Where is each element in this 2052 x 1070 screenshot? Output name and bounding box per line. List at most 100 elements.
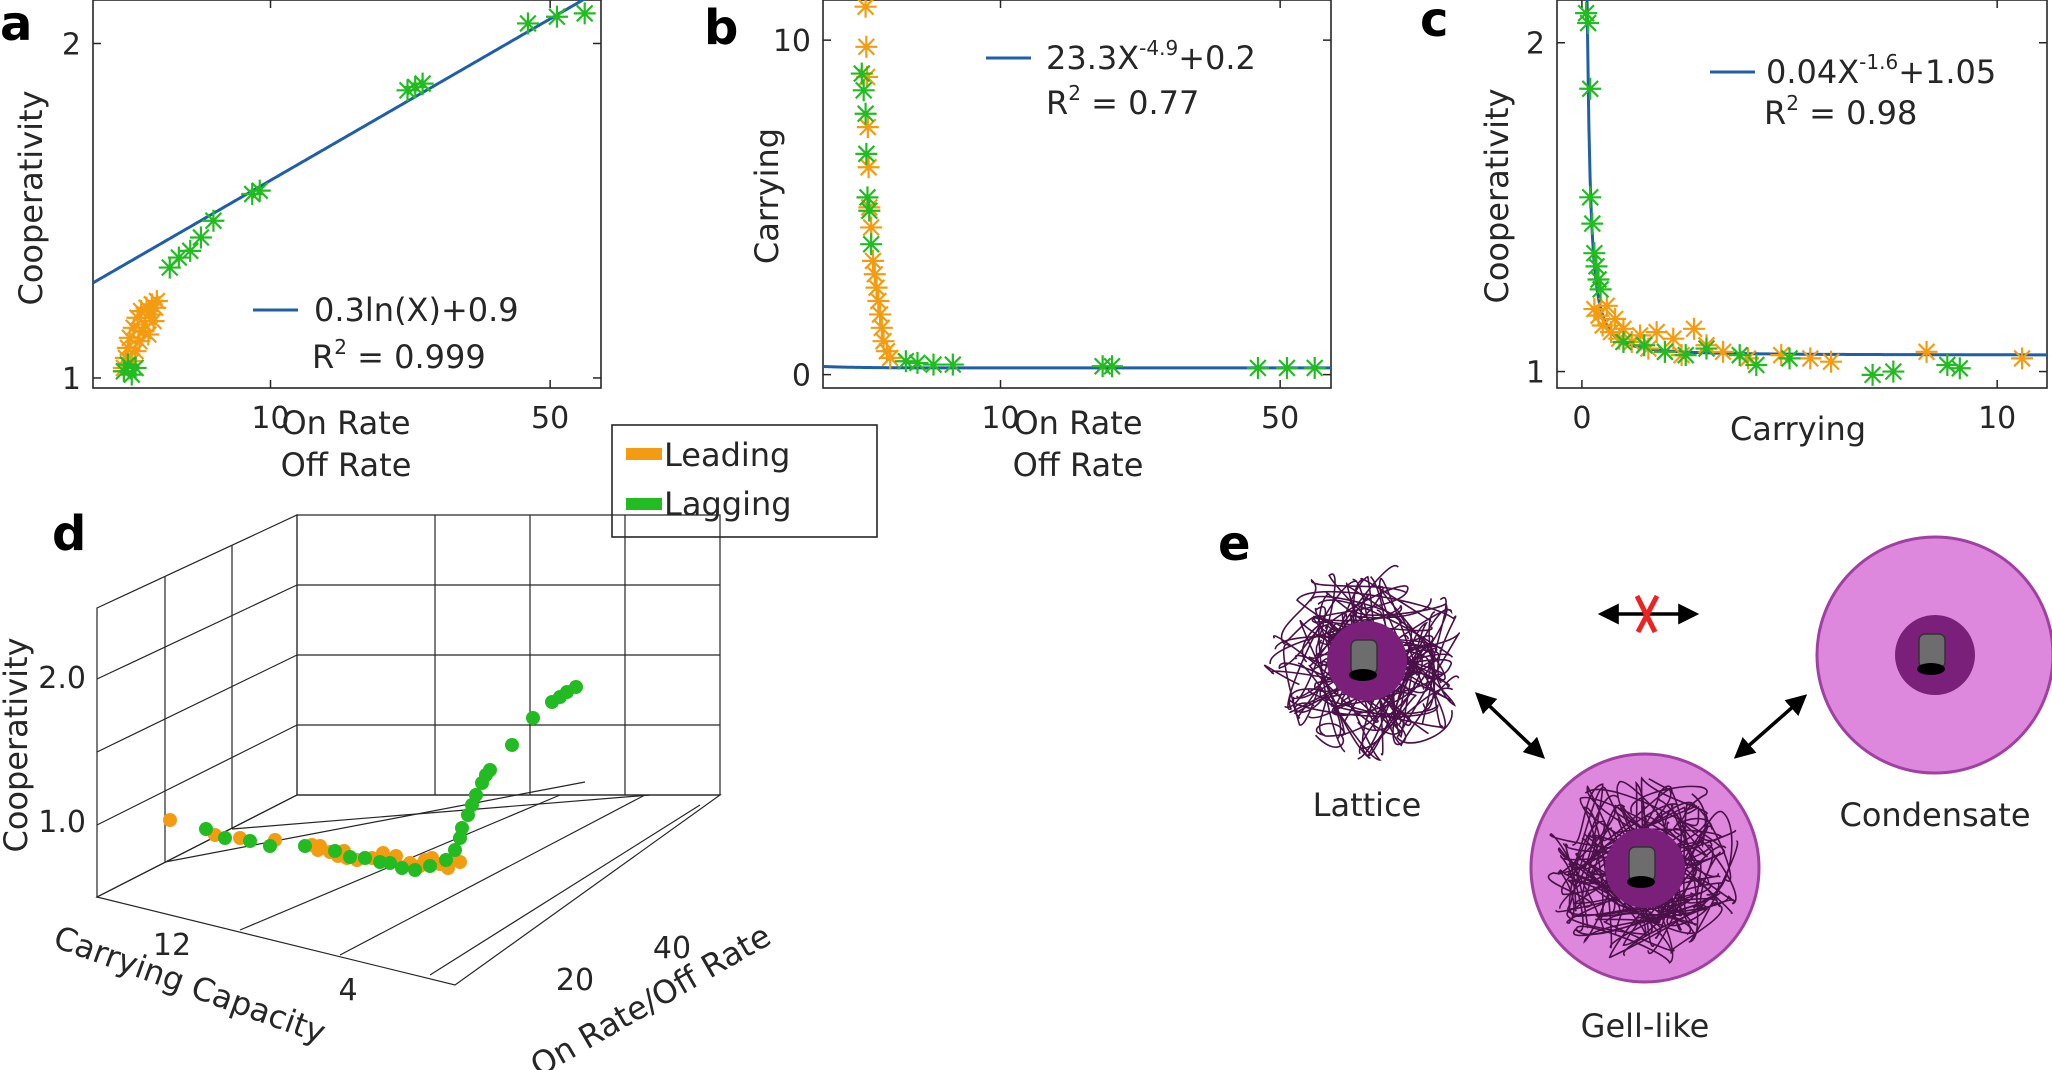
lagging-point	[1303, 356, 1326, 379]
polymer-strand	[1668, 811, 1733, 912]
leading-point	[869, 303, 892, 326]
panel-letter-b: b	[704, 0, 738, 56]
chart-b-ticks: 10 50 0 10	[773, 0, 1331, 436]
lagging-point	[202, 209, 225, 232]
gell-core-disk-icon	[1627, 876, 1655, 888]
polymer-strand	[1555, 861, 1707, 913]
x-tick-label: 10	[1978, 401, 2016, 436]
chart-c-xlabel: Carrying	[1730, 410, 1866, 448]
y-tick-label: 1	[62, 362, 81, 397]
lattice-core-disk-icon	[1349, 669, 1377, 681]
chart-a-r2-value: = 0.999	[347, 338, 486, 376]
panel-letter-c: c	[1420, 0, 1448, 48]
lagging-point	[408, 863, 422, 877]
arrow-gell-condensate-icon	[1733, 694, 1808, 759]
lagging-point	[1577, 12, 1600, 35]
chart-d-ytick-20: 20	[556, 963, 594, 998]
lagging-point	[124, 356, 147, 379]
leading-point	[855, 35, 878, 58]
lagging-point	[1579, 77, 1602, 100]
chart-b: 10 50 0 10 Carrying On Rate Off Rate 23.3X-…	[748, 0, 1332, 484]
leading-point	[860, 216, 883, 239]
lagging-point	[1579, 186, 1602, 209]
lagging-point	[423, 859, 437, 873]
lagging-point	[328, 844, 342, 858]
lattice-node: Lattice	[1263, 564, 1460, 824]
lagging-point	[855, 142, 878, 165]
chart-b-fit-line	[823, 364, 1331, 370]
legend-label-lagging: Lagging	[664, 485, 792, 523]
lagging-point	[298, 839, 312, 853]
blocked-cross-icon	[1634, 594, 1660, 634]
polymer-strand	[1603, 904, 1723, 952]
leading-point	[879, 346, 902, 369]
chart-d-xtick-12: 12	[153, 928, 191, 963]
lagging-point	[439, 853, 453, 867]
leading-point	[870, 316, 893, 339]
chart-c-fit-label: 0.04X-1.6+1.05	[1766, 50, 1996, 91]
chart-d-points	[163, 680, 583, 877]
leading-point	[313, 839, 327, 853]
lagging-point	[1633, 334, 1656, 357]
lagging-point	[448, 843, 462, 857]
lagging-point	[1882, 360, 1905, 383]
chart-c-r2-value: = 0.98	[1799, 94, 1917, 132]
lagging-point	[243, 834, 257, 848]
leading-point	[1645, 321, 1668, 344]
panel-letter-e: e	[1218, 516, 1251, 572]
lagging-point	[358, 851, 372, 865]
leading-point	[872, 330, 895, 353]
lagging-point	[860, 233, 883, 256]
chart-b-points	[850, 0, 1326, 379]
lagging-point	[852, 79, 875, 102]
lagging-point	[469, 788, 483, 802]
lagging-point	[1653, 340, 1676, 363]
leading-point	[1595, 294, 1618, 317]
lagging-point	[1589, 278, 1612, 301]
chart-c-ticks: 0 10 1 2	[1526, 0, 2047, 436]
chart-b-fit-suffix: +0.2	[1178, 39, 1256, 77]
chart-a-axes-box	[92, 0, 602, 389]
lagging-point	[1695, 337, 1718, 360]
y-tick-label: 0	[792, 359, 811, 394]
lagging-point	[343, 850, 357, 864]
lagging-point	[894, 350, 917, 373]
leading-point	[1587, 304, 1610, 327]
chart-a-points	[112, 2, 596, 386]
lagging-point	[505, 738, 519, 752]
chart-a-r2-sup: 2	[334, 335, 347, 359]
lagging-point	[1583, 242, 1606, 265]
legend-swatch-leading	[626, 448, 662, 460]
lagging-point	[411, 72, 434, 95]
lagging-point	[1728, 344, 1751, 367]
leading-point	[1915, 340, 1938, 363]
diagram-e: Lattice Condensate Gell-like	[1263, 535, 2052, 1045]
lagging-point	[395, 861, 409, 875]
lagging-point	[483, 763, 497, 777]
chart-c-fit-sup: -1.6	[1859, 50, 1898, 74]
leading-point	[145, 290, 168, 313]
lagging-point	[1581, 212, 1604, 235]
lagging-point	[1674, 344, 1697, 367]
leading-point	[1820, 350, 1843, 373]
chart-a-fit-label: 0.3ln(X)+0.9	[314, 291, 519, 329]
chart-b-fit-label: 23.3X-4.9+0.2	[1046, 36, 1256, 77]
chart-b-r2: R2 = 0.77	[1046, 81, 1199, 122]
lagging-point	[858, 199, 881, 222]
chart-b-r2-value: = 0.77	[1081, 84, 1199, 122]
chart-c-fit-base: 0.04X	[1766, 53, 1859, 91]
chart-c-axes-box	[1556, 0, 2048, 389]
gell-node: Gell-like	[1529, 752, 1761, 1045]
leading-point	[1683, 317, 1706, 340]
chart-b-r2-sup: 2	[1068, 81, 1081, 105]
chart-c-r2: R2 = 0.98	[1764, 91, 1917, 132]
lagging-point	[906, 351, 929, 374]
chart-d-xtick-4: 4	[338, 973, 357, 1008]
lagging-point	[526, 711, 540, 725]
chart-a-ticks: 10 50 1 2	[62, 0, 601, 436]
leading-point	[1662, 327, 1685, 350]
lagging-point	[167, 246, 190, 269]
x-tick-label: 50	[531, 401, 569, 436]
leading-point	[1799, 347, 1822, 370]
lagging-point	[455, 821, 469, 835]
